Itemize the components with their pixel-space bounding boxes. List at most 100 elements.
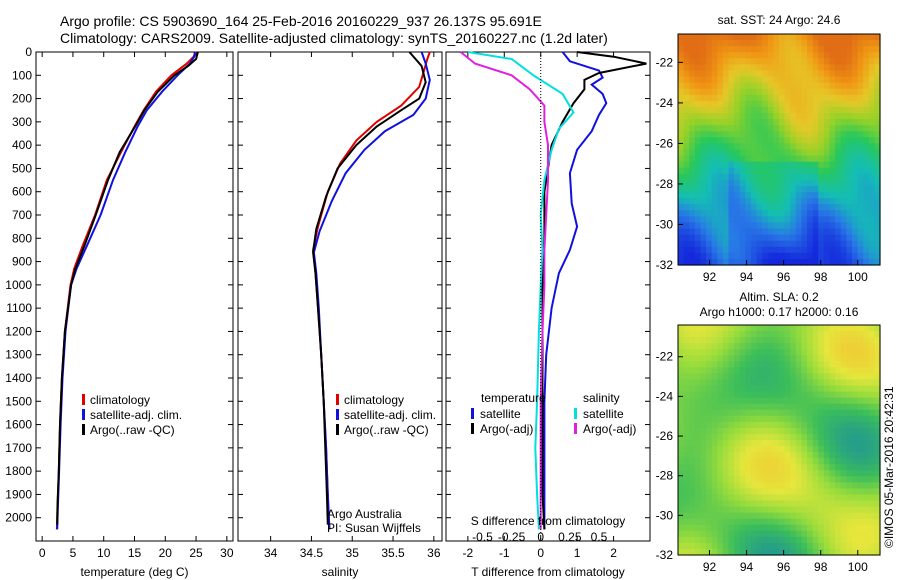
heatmap-cell xyxy=(683,506,690,514)
heatmap-cell xyxy=(840,343,847,350)
heatmap-cell xyxy=(851,258,859,266)
heatmap-cell xyxy=(750,143,758,151)
heatmap-cell xyxy=(678,258,685,266)
heatmap-cell xyxy=(851,228,859,236)
heatmap-cell xyxy=(700,143,707,151)
heatmap-cell xyxy=(829,149,836,157)
heatmap-cell xyxy=(717,397,724,405)
heatmap-cell xyxy=(795,198,803,205)
heatmap-cell xyxy=(807,512,814,520)
heatmap-cell xyxy=(678,440,685,447)
heatmap-cell xyxy=(812,440,819,447)
heatmap-cell xyxy=(840,409,847,417)
heatmap-cell xyxy=(750,252,758,260)
heatmap-cell xyxy=(846,325,853,332)
heatmap-cell xyxy=(863,494,870,502)
heatmap-cell xyxy=(700,149,707,157)
heatmap-cell xyxy=(874,421,881,429)
heatmap-cell xyxy=(863,58,870,65)
heatmap-cell xyxy=(784,125,791,132)
heatmap-cell xyxy=(750,518,758,526)
heatmap-cell xyxy=(722,379,730,387)
heatmap-cell xyxy=(829,192,836,199)
heatmap-cell xyxy=(840,433,847,441)
heatmap-cell xyxy=(745,524,752,532)
heatmap-cell xyxy=(734,40,741,47)
heatmap-cell xyxy=(863,88,870,96)
depth-tick-label: 1400 xyxy=(5,371,32,385)
heatmap-cell xyxy=(773,119,780,126)
heatmap-cell xyxy=(874,52,881,59)
heatmap-cell xyxy=(795,464,803,471)
heatmap-cell xyxy=(807,185,814,193)
heatmap-cell xyxy=(863,542,870,550)
heatmap-cell xyxy=(711,228,718,236)
heatmap-cell xyxy=(734,82,741,90)
heatmap-cell xyxy=(784,131,791,138)
heatmap-cell xyxy=(823,482,831,490)
heatmap-cell xyxy=(750,530,758,538)
heatmap-cell xyxy=(739,228,746,236)
heatmap-cell xyxy=(762,446,769,453)
heatmap-cell xyxy=(874,240,881,248)
heatmap-cell xyxy=(812,167,819,175)
heatmap-cell xyxy=(678,415,685,423)
heatmap-cell xyxy=(857,210,864,217)
heatmap-cell xyxy=(818,76,825,84)
heatmap-cell xyxy=(694,433,702,441)
top-tick-label: 0 xyxy=(537,530,544,544)
heatmap-cell xyxy=(795,379,803,387)
heatmap-cell xyxy=(739,113,746,120)
heatmap-cell xyxy=(745,542,752,550)
heatmap-cell xyxy=(846,100,853,108)
heatmap-cell xyxy=(739,34,746,41)
heatmap-cell xyxy=(851,161,859,169)
heatmap-cell xyxy=(795,458,803,465)
heatmap-cell xyxy=(734,391,741,399)
x-tick-label: -1 xyxy=(499,546,510,560)
heatmap-cell xyxy=(762,433,769,441)
heatmap-cell xyxy=(773,506,780,514)
heatmap-cell xyxy=(784,361,791,368)
heatmap-cell xyxy=(784,488,791,496)
heatmap-cell xyxy=(840,173,847,181)
heatmap-cell xyxy=(717,173,724,181)
heatmap-cell xyxy=(689,258,696,266)
heatmap-cell xyxy=(823,367,831,375)
heatmap-cell xyxy=(835,258,842,266)
heatmap-cell xyxy=(717,161,724,169)
heatmap-cell xyxy=(801,373,808,381)
heatmap-cell xyxy=(750,331,758,338)
heatmap-cell xyxy=(795,246,803,254)
heatmap-cell xyxy=(851,536,859,544)
heatmap-cell xyxy=(773,94,780,102)
heatmap-cell xyxy=(846,204,853,211)
heatmap-cell xyxy=(739,361,746,368)
heatmap-cell xyxy=(829,34,836,41)
heatmap-cell xyxy=(857,373,864,381)
heatmap-cell xyxy=(790,530,797,538)
heatmap-cell xyxy=(750,446,758,453)
heatmap-cell xyxy=(779,88,786,96)
heatmap-cell xyxy=(790,179,797,187)
heatmap-cell xyxy=(745,161,752,169)
heatmap-cell xyxy=(840,40,847,47)
heatmap-cell xyxy=(801,113,808,120)
heatmap-cell xyxy=(795,58,803,65)
heatmap-cell xyxy=(874,355,881,362)
heatmap-cell xyxy=(734,131,741,138)
heatmap-cell xyxy=(694,488,702,496)
heatmap-cell xyxy=(756,500,763,508)
heatmap-cell xyxy=(734,216,741,224)
heatmap-cell xyxy=(829,88,836,96)
heatmap-cell xyxy=(762,331,769,338)
heatmap-cell xyxy=(706,228,713,236)
heatmap-cell xyxy=(807,70,814,78)
heatmap-cell xyxy=(846,76,853,84)
heatmap-cell xyxy=(683,64,690,72)
heatmap-cell xyxy=(694,198,702,205)
heatmap-cell xyxy=(835,192,842,199)
heatmap-cell xyxy=(773,173,780,181)
heatmap-cell xyxy=(840,355,847,362)
